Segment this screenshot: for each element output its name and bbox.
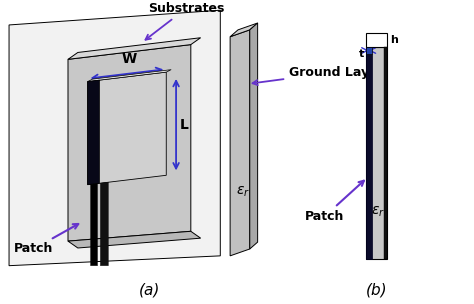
Bar — [366, 47, 387, 259]
Polygon shape — [68, 38, 201, 59]
Bar — [366, 54, 372, 259]
Polygon shape — [68, 231, 201, 248]
Text: W: W — [121, 52, 137, 66]
Text: Patch: Patch — [305, 181, 364, 223]
Text: $\varepsilon_r$: $\varepsilon_r$ — [236, 185, 250, 199]
Polygon shape — [230, 30, 250, 256]
Text: t: t — [358, 49, 364, 59]
Polygon shape — [68, 45, 191, 241]
Text: $\varepsilon_r$: $\varepsilon_r$ — [372, 204, 385, 219]
Text: h: h — [390, 35, 398, 45]
Text: (b): (b) — [366, 283, 387, 298]
Polygon shape — [88, 80, 100, 185]
Polygon shape — [88, 70, 171, 81]
Text: Patch: Patch — [14, 224, 78, 255]
Polygon shape — [91, 184, 98, 266]
Polygon shape — [88, 72, 166, 185]
Bar — [366, 33, 387, 47]
Text: Ground Layer: Ground Layer — [253, 66, 384, 85]
Text: L: L — [180, 118, 189, 132]
Polygon shape — [9, 10, 220, 266]
Polygon shape — [250, 23, 258, 249]
Bar — [384, 47, 387, 259]
Bar — [366, 47, 372, 54]
Text: Substrates: Substrates — [146, 2, 224, 40]
Polygon shape — [100, 182, 108, 266]
Polygon shape — [230, 23, 258, 37]
Text: (a): (a) — [139, 283, 160, 298]
